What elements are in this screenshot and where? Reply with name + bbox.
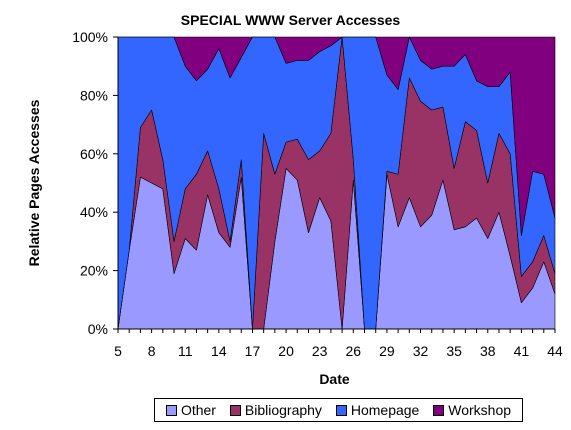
x-tick-label: 29 <box>379 343 395 359</box>
x-tick-label: 11 <box>178 343 193 359</box>
x-tick-label: 41 <box>514 343 530 359</box>
y-tick-label: 100% <box>72 29 108 45</box>
legend: Other Bibliography Homepage Workshop <box>154 398 523 422</box>
x-tick-label: 17 <box>245 343 261 359</box>
x-tick-label: 8 <box>148 343 156 359</box>
legend-swatch <box>433 404 445 416</box>
area-workshop <box>117 36 556 236</box>
x-tick-label: 38 <box>480 343 496 359</box>
y-tick-label: 40% <box>80 204 108 220</box>
legend-item-bibliography: Bibliography <box>229 402 322 418</box>
x-tick-label: 5 <box>114 343 122 359</box>
legend-item-other: Other <box>165 402 216 418</box>
area-series-group <box>117 36 556 330</box>
x-tick-label: 35 <box>446 343 462 359</box>
x-tick-label: 20 <box>278 343 294 359</box>
x-axis-label: Date <box>319 371 350 387</box>
legend-swatch <box>165 404 177 416</box>
y-tick-labels: 0% 20% 40% 60% 80% 100% <box>72 29 108 337</box>
y-tick-label: 0% <box>88 321 108 337</box>
y-tick-label: 20% <box>80 263 108 279</box>
legend-label: Workshop <box>448 402 512 418</box>
legend-item-homepage: Homepage <box>335 402 420 418</box>
chart-plot: 0% 20% 40% 60% 80% 100% 5 8 11 14 17 20 23 26 29 32 35 3… <box>72 29 563 359</box>
x-tick-label: 23 <box>312 343 328 359</box>
x-tick-labels: 5 8 11 14 17 20 23 26 29 32 35 38 41 44 <box>114 343 563 359</box>
legend-label: Homepage <box>350 402 420 418</box>
legend-swatch <box>335 404 347 416</box>
x-tick-label: 26 <box>346 343 362 359</box>
x-tick-label: 14 <box>211 343 227 359</box>
legend-label: Bibliography <box>244 402 322 418</box>
legend-label: Other <box>180 402 216 418</box>
legend-item-workshop: Workshop <box>433 402 511 418</box>
chart-title: SPECIAL WWW Server Accesses <box>180 12 401 28</box>
axes-group <box>113 36 556 333</box>
y-tick-label: 80% <box>80 87 108 103</box>
legend-swatch <box>229 404 241 416</box>
x-tick-label: 32 <box>413 343 429 359</box>
y-tick-label: 60% <box>80 146 108 162</box>
x-tick-label: 44 <box>547 343 563 359</box>
